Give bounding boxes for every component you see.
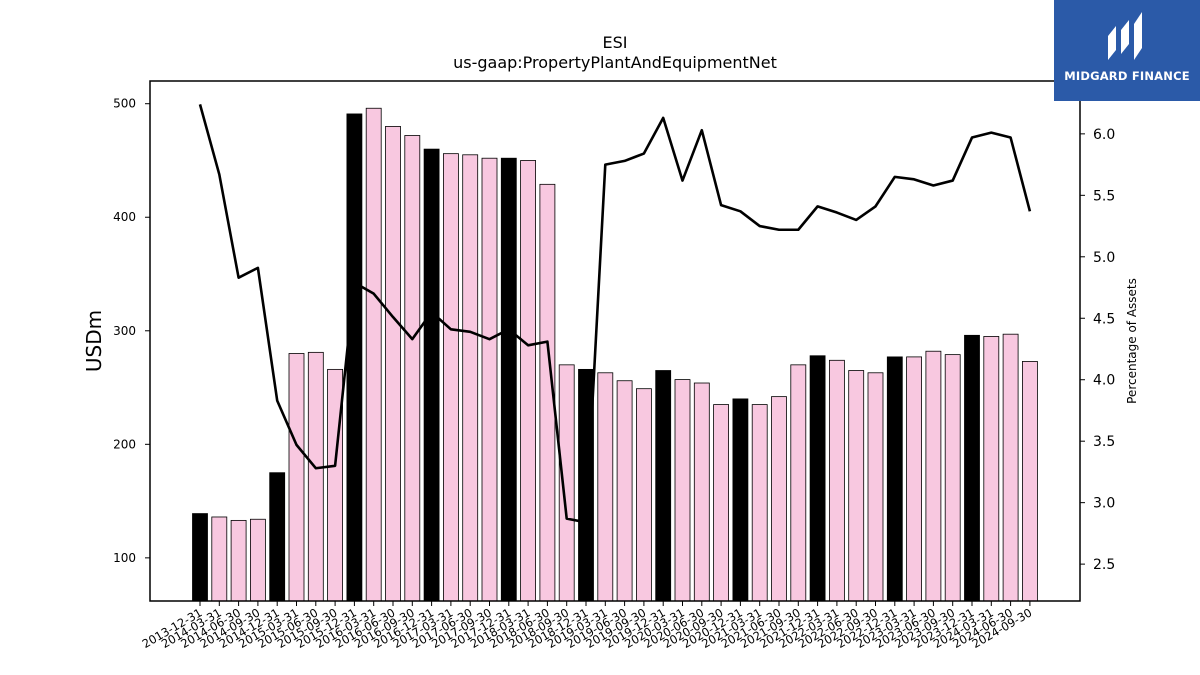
bar (925, 350, 942, 602)
bar (520, 160, 536, 602)
line-series (198, 104, 1032, 524)
bar (288, 353, 305, 602)
bar (1022, 361, 1038, 602)
bar (829, 359, 845, 602)
chart-title: ESI (603, 33, 628, 52)
midgard-finance-logo: MIDGARD FINANCE (1054, 0, 1200, 101)
y2-tick-label: 4.5 (1093, 311, 1115, 327)
bar (616, 380, 633, 602)
bar (983, 336, 1000, 602)
y2-axis-label: Percentage of Assets (1125, 278, 1139, 404)
bar (404, 135, 421, 602)
bar (636, 388, 652, 602)
bar (481, 157, 498, 602)
y2-tick-label: 5.0 (1093, 250, 1115, 266)
bar (751, 404, 768, 602)
y2-tick-label: 4.0 (1093, 373, 1115, 389)
y-tick-label: 400 (113, 210, 136, 224)
series-line (198, 104, 1032, 524)
y-tick-label: 500 (113, 97, 136, 111)
y-axis-label: USDm (82, 310, 106, 372)
bar (385, 126, 401, 602)
y-tick-label: 300 (113, 324, 136, 338)
bar (790, 364, 807, 602)
bar (230, 519, 247, 602)
bar (771, 396, 787, 602)
bar (848, 370, 865, 602)
y2-tick-label: 6.0 (1093, 127, 1115, 143)
y-tick-label: 200 (113, 437, 136, 451)
bar (713, 404, 729, 602)
bar (558, 364, 575, 602)
bar (249, 518, 266, 602)
y2-tick-label: 5.5 (1093, 188, 1115, 204)
plot-frame (149, 80, 1081, 602)
right-axis: 2.5 3.0 3.5 4.0 4.5 5.0 5.5 6.0 (1080, 127, 1115, 573)
bar (346, 113, 363, 602)
bar (809, 355, 826, 602)
bar (693, 382, 710, 602)
bar (365, 107, 382, 602)
y2-tick-label: 3.0 (1093, 496, 1115, 512)
logo-text: MIDGARD FINANCE (1064, 69, 1190, 83)
bar-series (192, 107, 1038, 602)
bar (211, 516, 228, 602)
midgard-logo-icon (1108, 12, 1142, 60)
bar (906, 356, 922, 602)
bar (867, 372, 884, 602)
bar (442, 153, 459, 602)
y2-tick-label: 3.5 (1093, 434, 1115, 450)
y-tick-label: 100 (113, 551, 136, 565)
bar (944, 354, 961, 602)
bar (886, 356, 903, 602)
left-axis: 100 200 300 400 500 (113, 97, 150, 565)
bar (500, 157, 517, 602)
chart-subtitle: us-gaap:PropertyPlantAndEquipmentNet (453, 53, 777, 72)
bar (423, 148, 440, 602)
bar (597, 372, 614, 602)
bar (307, 351, 324, 602)
bar (462, 154, 479, 602)
bar (732, 398, 749, 602)
bar (964, 334, 980, 602)
bar (655, 370, 672, 602)
x-axis: 2013-12-312014-03-312014-06-302014-09-30… (140, 601, 1034, 651)
y2-tick-label: 2.5 (1093, 557, 1115, 573)
bar (269, 472, 286, 602)
bar (1002, 333, 1019, 602)
bar (674, 379, 691, 602)
bar (192, 513, 208, 602)
